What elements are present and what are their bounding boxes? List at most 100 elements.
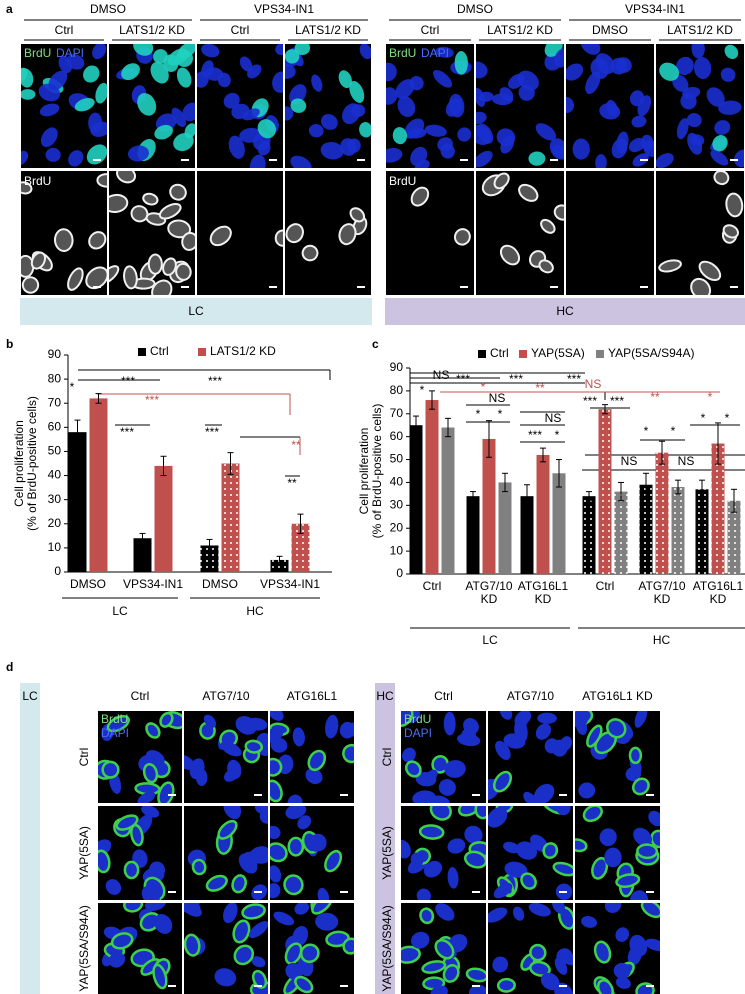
nucleus — [191, 858, 207, 876]
significance: ** — [535, 381, 545, 395]
nucleus — [127, 145, 149, 162]
significance: * — [644, 424, 649, 438]
nucleus — [453, 228, 471, 246]
nucleus — [392, 127, 408, 145]
column-header: ATG16L1 KD — [582, 689, 653, 703]
nucleus — [596, 979, 614, 994]
stain: DAPI — [101, 726, 129, 740]
nucleus — [311, 74, 323, 92]
x-tick-label-box: ATG7/10 KD — [465, 580, 512, 606]
nucleus — [338, 223, 357, 246]
nucleus — [529, 943, 547, 962]
nucleus — [410, 186, 430, 207]
nucleus — [270, 779, 283, 803]
subheader: Ctrl — [55, 23, 74, 37]
nucleus — [130, 205, 149, 223]
nuclei — [21, 173, 107, 294]
significance: ** — [287, 476, 297, 490]
nucleus — [540, 972, 560, 991]
nucleus — [599, 828, 617, 847]
nucleus — [591, 856, 609, 880]
nucleus — [317, 887, 330, 900]
significance: * — [481, 380, 486, 394]
nucleus — [116, 171, 137, 184]
nucleus — [272, 71, 283, 93]
nucleus — [257, 119, 276, 139]
nucleus — [40, 127, 58, 148]
nuclei — [98, 711, 182, 803]
bar-pattern — [221, 463, 240, 572]
bar-pattern — [655, 452, 669, 574]
bar — [441, 427, 455, 574]
nucleus — [493, 882, 513, 899]
micrograph — [386, 44, 474, 168]
nucleus — [629, 934, 648, 957]
nucleus — [342, 103, 361, 125]
error-bar — [643, 472, 649, 497]
legend-label: Ctrl — [490, 346, 509, 360]
micrograph — [566, 44, 654, 168]
nucleus — [147, 253, 163, 275]
nucleus — [640, 134, 654, 151]
error-bar — [429, 390, 435, 410]
nucleus — [447, 838, 466, 854]
nucleus — [690, 277, 712, 295]
nuclei — [566, 44, 654, 168]
nucleus — [551, 739, 568, 757]
y-tick-label: 10 — [390, 543, 404, 557]
nucleus — [566, 96, 575, 114]
y-tick-label: 60 — [48, 420, 62, 434]
micrograph — [21, 44, 107, 168]
nucleus — [320, 141, 344, 160]
nucleus — [631, 777, 650, 796]
nucleus — [214, 968, 237, 987]
nucleus — [21, 67, 28, 82]
nucleus — [339, 721, 354, 739]
nucleus — [184, 933, 201, 957]
significance: * — [701, 411, 706, 425]
nucleus — [404, 118, 425, 139]
y-tick-label: 40 — [48, 468, 62, 482]
bar-pattern — [711, 443, 725, 574]
nucleus — [582, 806, 603, 823]
nucleus — [203, 714, 217, 728]
micrograph — [184, 711, 268, 803]
y-tick-label: 10 — [48, 540, 62, 554]
nuclei — [21, 44, 107, 167]
micrograph — [270, 903, 354, 994]
nucleus — [270, 711, 284, 721]
nuclei — [401, 711, 481, 803]
condition-strip — [375, 683, 395, 994]
nucleus — [476, 111, 487, 125]
nucleus — [433, 69, 453, 88]
nucleus — [157, 781, 175, 803]
nucleus — [217, 819, 238, 840]
nucleus — [496, 128, 516, 146]
nucleus — [301, 244, 319, 262]
nucleus — [734, 149, 744, 168]
row-label: Ctrl — [77, 748, 91, 767]
nucleus — [488, 807, 508, 828]
significance: * — [498, 407, 503, 421]
micrograph — [488, 903, 573, 994]
nucleus — [287, 836, 305, 857]
subheader: LATS1/2 KD — [667, 23, 733, 37]
nucleus — [158, 202, 182, 220]
nucleus — [108, 952, 126, 968]
nucleus — [645, 938, 660, 952]
nuclei — [488, 806, 573, 900]
nuclei — [285, 44, 371, 168]
nucleus — [448, 93, 465, 118]
error-bar — [715, 422, 721, 465]
nucleus — [185, 903, 201, 914]
nucleus — [21, 276, 40, 294]
nucleus — [232, 919, 251, 944]
x-tick-label: DMSO — [202, 578, 238, 591]
stain: BrdU — [389, 46, 416, 60]
nucleus — [285, 49, 300, 64]
nucleus — [712, 135, 728, 152]
nucleus — [419, 907, 435, 925]
error-bar — [276, 555, 283, 565]
micrograph — [98, 903, 182, 994]
header: VPS34-IN1 — [625, 2, 685, 16]
